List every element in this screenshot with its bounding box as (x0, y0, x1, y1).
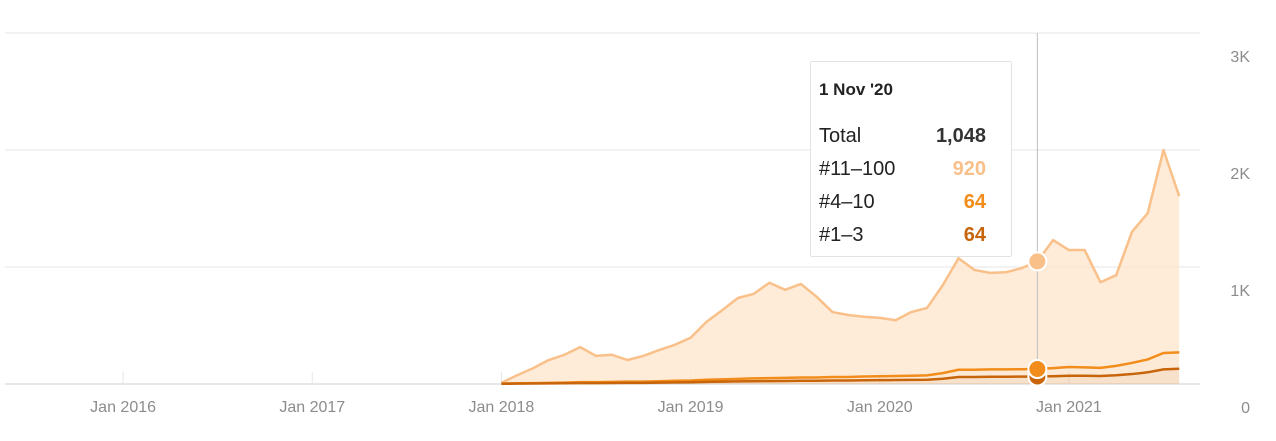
tooltip-row: #11–100 920 (819, 153, 986, 186)
area (501, 150, 1180, 384)
hover-dot (1027, 359, 1048, 380)
x-tick-label: Jan 2020 (847, 399, 913, 416)
area (501, 368, 1180, 384)
tooltip-value: 920 (952, 158, 986, 180)
x-tick-label: Jan 2021 (1036, 399, 1102, 416)
line (500, 148, 1181, 384)
tooltip: 1 Nov '20 Total 1,048 #11–100 920 #4–10 64 #… (810, 61, 1012, 257)
tooltip-label: #1–3 (819, 224, 864, 246)
tooltip-date: 1 Nov '20 (819, 80, 893, 99)
tooltip-row: #4–10 64 (819, 186, 986, 219)
tooltip-value: 64 (963, 191, 986, 213)
y-tick-label: 1K (1230, 283, 1250, 300)
tooltip-label: #4–10 (819, 191, 875, 213)
tooltip-row: #1–3 64 (819, 219, 986, 252)
tooltip-value: 64 (963, 224, 986, 246)
x-tick-label: Jan 2019 (658, 399, 724, 416)
x-tick-label: Jan 2016 (90, 399, 156, 416)
tooltip-value: 1,048 (935, 125, 986, 147)
tooltip-label: #11–100 (819, 158, 896, 180)
hover-dot (1027, 251, 1048, 272)
tooltip-label: Total (819, 125, 862, 147)
y-tick-label: 3K (1230, 49, 1250, 66)
tooltip-row: Total 1,048 (819, 120, 986, 153)
x-tick-label: Jan 2018 (468, 399, 534, 416)
y-tick-label: 0 (1241, 400, 1250, 417)
x-tick-label: Jan 2017 (279, 399, 345, 416)
line (501, 367, 1180, 386)
y-tick-label: 2K (1230, 166, 1250, 183)
